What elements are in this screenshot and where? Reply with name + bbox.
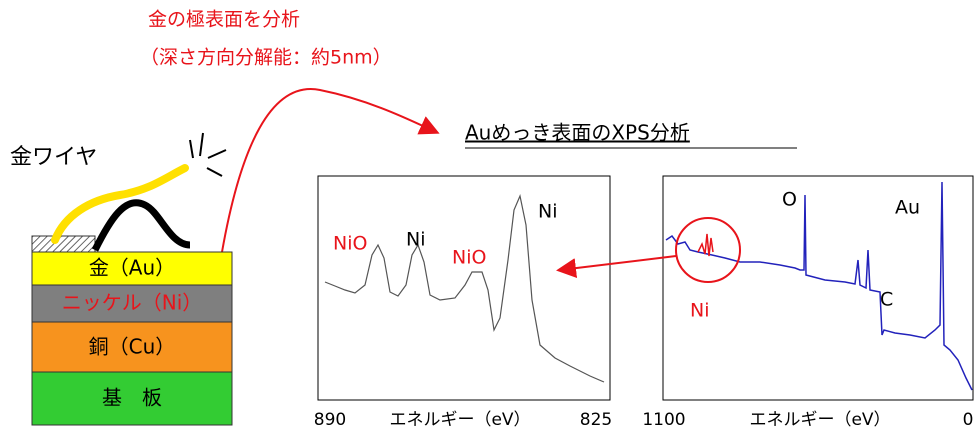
peak-label: Ni bbox=[406, 229, 426, 251]
peak-label: C bbox=[880, 289, 893, 311]
wire-label: 金ワイヤ bbox=[10, 145, 97, 170]
x-axis-label: エネルギー（eV） bbox=[389, 410, 530, 430]
peak-label: NiO bbox=[452, 247, 486, 269]
xps-title: Auめっき表面のXPS分析 bbox=[465, 121, 690, 145]
x-start: 890 bbox=[314, 410, 346, 430]
black-wire bbox=[95, 203, 190, 250]
x-axis-label: エネルギー（eV） bbox=[749, 410, 890, 430]
sparks bbox=[190, 133, 226, 176]
layer-label: 金（Au） bbox=[89, 256, 175, 280]
x-end: 0 bbox=[963, 410, 974, 430]
diagram: 金の極表面を分析 （深さ方向分解能：約5nm） 金ワイヤ 金（Au） ニッケル（… bbox=[0, 0, 976, 434]
layer-label: ニッケル（Ni） bbox=[62, 291, 203, 315]
x-end: 825 bbox=[580, 410, 612, 430]
annotation-title: 金の極表面を分析 bbox=[148, 9, 300, 31]
layer-label: 基 板 bbox=[102, 386, 162, 410]
peak-label: O bbox=[782, 189, 797, 211]
peak-label: Ni bbox=[538, 201, 558, 223]
x-start: 1100 bbox=[642, 410, 685, 430]
peak-label: NiO bbox=[333, 233, 367, 255]
peak-label: Ni bbox=[690, 300, 710, 322]
bond-pad bbox=[32, 236, 95, 252]
layer-label: 銅（Cu） bbox=[89, 335, 176, 359]
annotation-subtitle: （深さ方向分解能：約5nm） bbox=[140, 47, 392, 69]
survey-frame bbox=[663, 176, 973, 400]
peak-label: Au bbox=[895, 197, 920, 219]
